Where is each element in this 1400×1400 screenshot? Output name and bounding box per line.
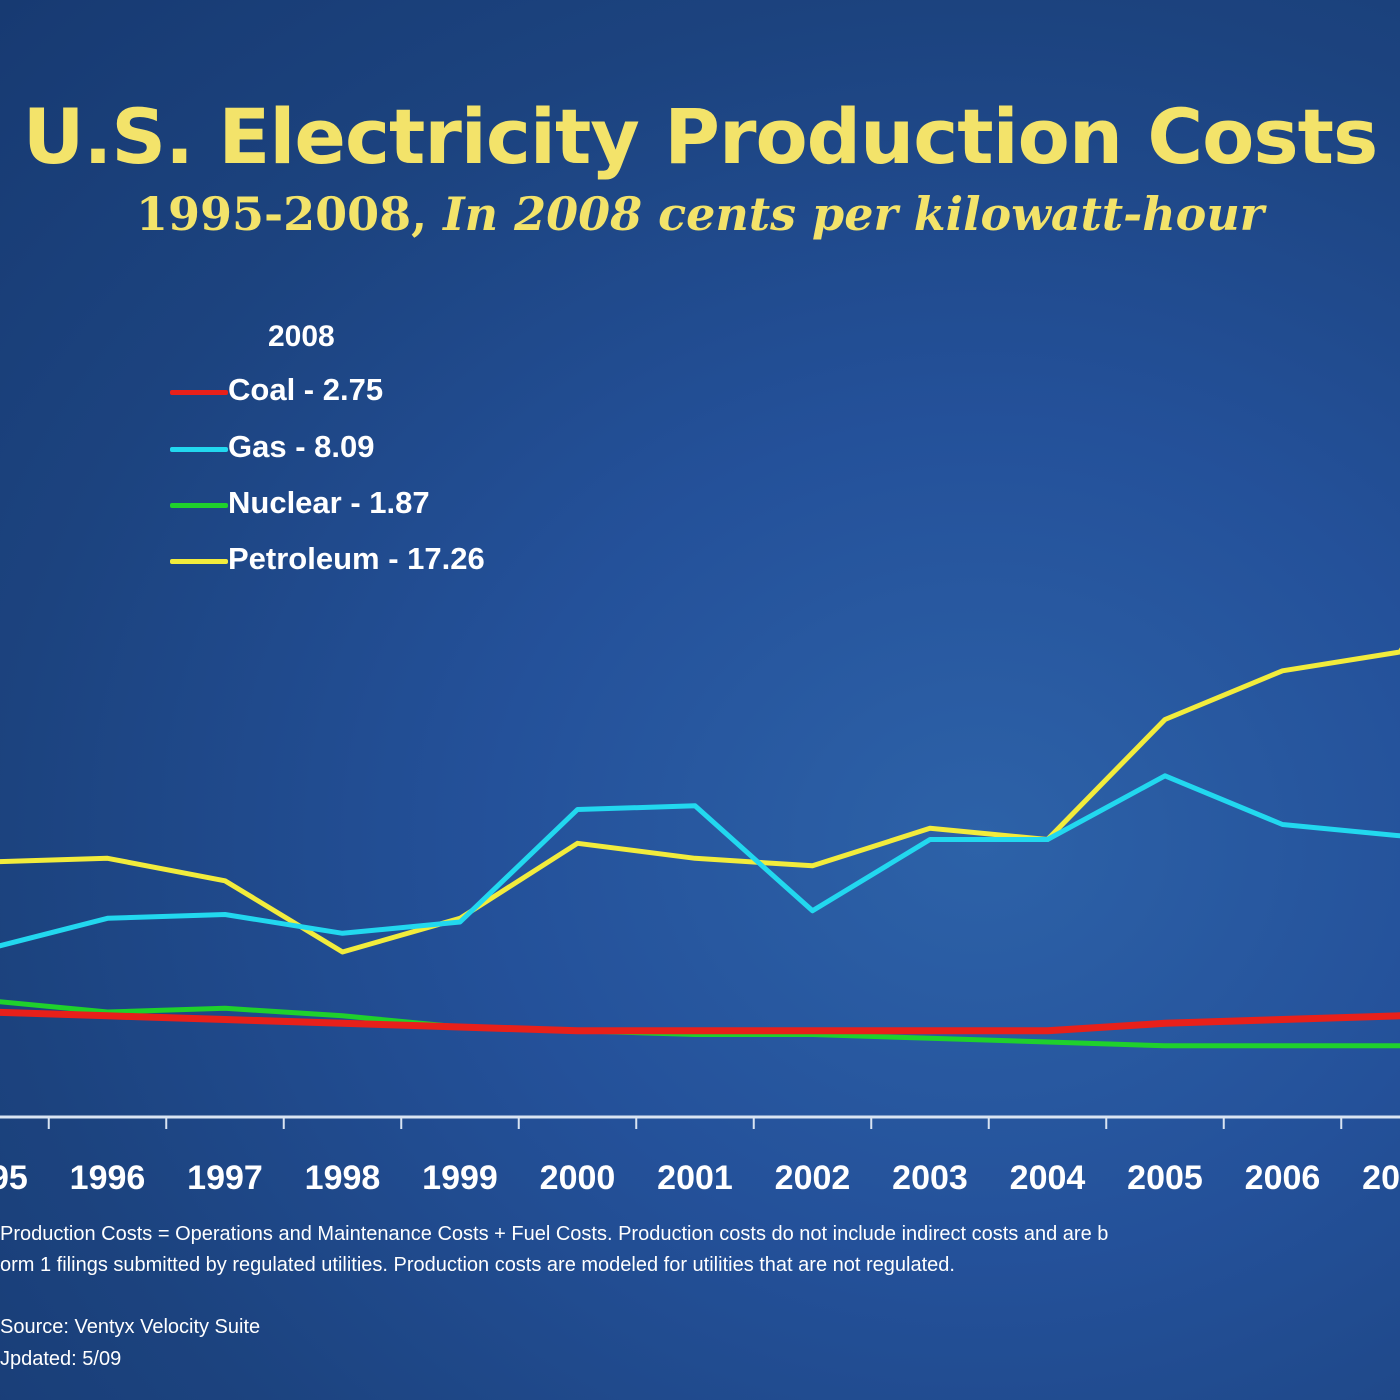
- x-tick-label: 2005: [1127, 1159, 1203, 1197]
- series-lines: [0, 647, 1400, 1049]
- legend-year-header: 2008: [268, 320, 335, 353]
- legend-swatch-gas: [170, 447, 228, 452]
- x-tick-label: 2003: [892, 1159, 968, 1197]
- footnote-line-2: orm 1 filings submitted by regulated uti…: [0, 1254, 955, 1276]
- x-tick-label: 1996: [70, 1159, 146, 1197]
- series-line-nuclear: [0, 999, 1400, 1049]
- x-tick-label: 1997: [187, 1159, 263, 1197]
- footnote-line-1: Production Costs = Operations and Mainte…: [0, 1223, 1109, 1245]
- x-tick-label: 2000: [540, 1159, 616, 1197]
- source-note: Source: Ventyx Velocity Suite: [0, 1316, 261, 1338]
- x-tick-label: 2002: [775, 1159, 851, 1197]
- legend-label-gas: Gas - 8.09: [228, 429, 375, 464]
- x-axis: 1995 1996 1997 1998 1999 2000 2001 2002 2003 2004…: [0, 1115, 1400, 1197]
- legend-label-coal: Coal - 2.75: [228, 372, 384, 407]
- x-tick-label: 1998: [305, 1159, 381, 1197]
- chart-title: U.S. Electricity Production Costs: [22, 92, 1378, 181]
- x-tick-label: 2004: [1010, 1159, 1086, 1197]
- series-line-gas: [0, 773, 1400, 949]
- x-tick-label: 1999: [422, 1159, 498, 1197]
- legend-swatch-petroleum: [170, 559, 228, 564]
- legend-swatch-nuclear: [170, 503, 228, 508]
- x-tick-label: 2001: [657, 1159, 733, 1197]
- subtitle-units: In 2008 cents per kilowatt-hour: [443, 187, 1265, 241]
- series-line-petroleum: [0, 647, 1400, 955]
- legend-swatch-coal: [170, 390, 228, 395]
- legend-label-nuclear: Nuclear - 1.87: [228, 485, 430, 520]
- legend-label-petroleum: Petroleum - 17.26: [228, 541, 485, 576]
- series-line-coal: [0, 1008, 1400, 1035]
- updated-note: Jpdated: 5/09: [0, 1348, 122, 1370]
- x-tick-label: 2007: [1362, 1159, 1400, 1197]
- chart-subtitle: 1995-2008, In 2008 cents per kilowatt-ho…: [0, 187, 1400, 241]
- x-tick-label: 1995: [0, 1159, 28, 1197]
- subtitle-years: 1995-2008,: [135, 187, 428, 241]
- x-tick-label: 2006: [1245, 1159, 1321, 1197]
